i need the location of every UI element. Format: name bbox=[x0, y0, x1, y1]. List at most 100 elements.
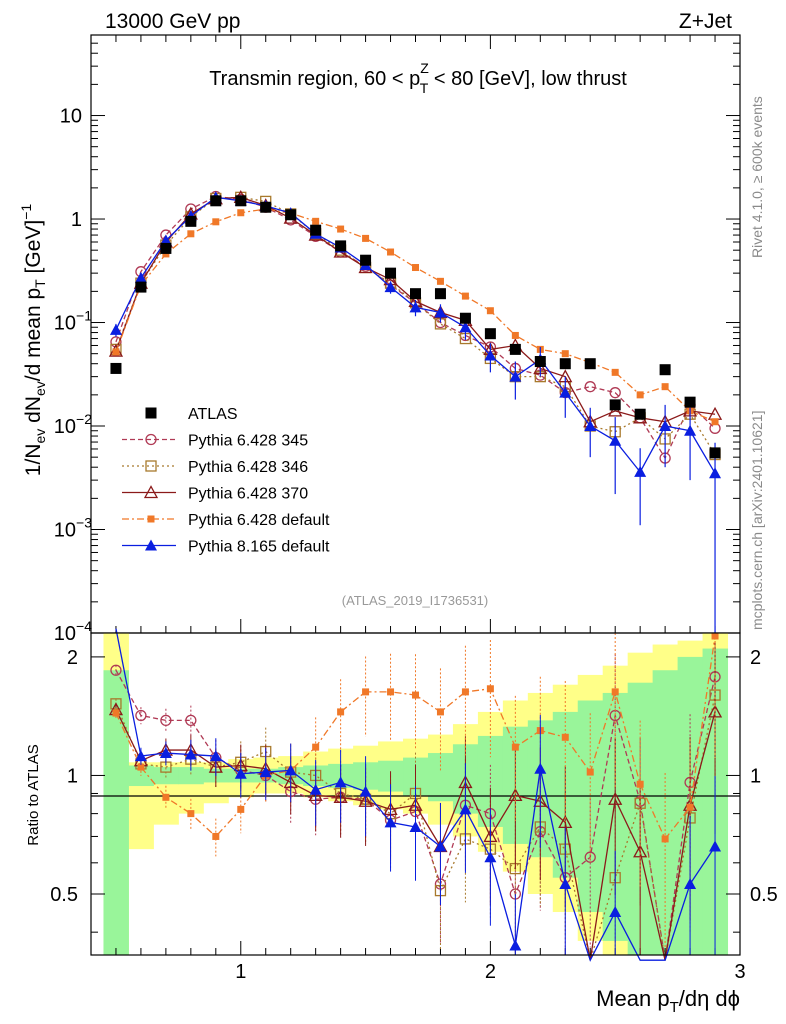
ratio-data-point bbox=[511, 743, 519, 751]
ratio-data-point bbox=[112, 709, 120, 717]
main-data-point bbox=[711, 418, 719, 426]
legend-marker bbox=[145, 539, 157, 551]
main-data-point bbox=[112, 348, 120, 356]
main-data-point bbox=[360, 254, 372, 266]
main-data-point bbox=[609, 434, 622, 446]
main-data-point bbox=[659, 420, 672, 432]
main-data-point bbox=[509, 343, 521, 355]
legend-label: Pythia 6.428 default bbox=[188, 512, 330, 529]
main-data-point bbox=[436, 277, 444, 285]
header-collision-label: 13000 GeV pp bbox=[105, 10, 240, 33]
ratio-data-point bbox=[110, 664, 122, 676]
ratio-data-point bbox=[160, 714, 172, 727]
ratio-y-tick-label: 2 bbox=[67, 647, 78, 669]
ratio-data-point bbox=[608, 791, 623, 805]
main-series-atlas bbox=[110, 195, 721, 459]
ratio-y-tick-label-right: 2 bbox=[750, 647, 761, 669]
main-data-point bbox=[661, 383, 669, 391]
main-data-point bbox=[187, 230, 195, 238]
legend-label: Pythia 6.428 345 bbox=[188, 433, 308, 450]
side-mcplots-label: mcplots.cern.ch [arXiv:2401.10621] bbox=[749, 411, 765, 630]
main-data-point bbox=[385, 267, 397, 279]
ratio-data-point bbox=[586, 768, 594, 776]
main-data-point bbox=[511, 331, 519, 339]
main-data-point bbox=[659, 364, 671, 376]
legend-marker bbox=[147, 515, 155, 523]
ratio-data-point bbox=[137, 763, 145, 771]
main-data-point bbox=[412, 264, 419, 272]
ratio-data-point bbox=[709, 840, 722, 852]
ratio-data-point bbox=[558, 815, 573, 829]
main-data-point bbox=[335, 240, 347, 252]
ratio-y-tick-label: 0.5 bbox=[50, 884, 78, 906]
ratio-data-point bbox=[334, 776, 347, 788]
ratio-data-point bbox=[337, 708, 345, 716]
main-data-point bbox=[312, 217, 320, 225]
main-data-point bbox=[235, 195, 247, 207]
side-rivet-label: Rivet 4.1.0, ≥ 600k events bbox=[749, 96, 765, 258]
main-data-point bbox=[434, 288, 446, 300]
legend-item: Pythia 6.428 345 bbox=[122, 433, 308, 450]
main-data-point bbox=[162, 250, 170, 258]
ratio-y-tick-label: 1 bbox=[67, 765, 78, 787]
main-data-point bbox=[584, 381, 596, 393]
ratio-tick-labels: 0.5 0.5 1 1 2 2 1 2 3 bbox=[50, 647, 778, 983]
main-data-point bbox=[409, 301, 422, 313]
ratio-data-point bbox=[359, 785, 372, 797]
legend-item: Pythia 8.165 default bbox=[122, 539, 330, 556]
ratio-panel-series bbox=[108, 628, 723, 963]
ratio-data-point bbox=[561, 733, 569, 741]
main-data-point bbox=[634, 408, 646, 420]
main-data-point bbox=[486, 307, 494, 315]
legend-item: Pythia 6.428 default bbox=[122, 512, 330, 529]
main-data-point bbox=[362, 234, 370, 242]
ratio-data-point bbox=[162, 793, 170, 801]
main-data-point bbox=[559, 386, 572, 398]
legend-marker bbox=[145, 407, 157, 419]
ratio-data-point bbox=[534, 762, 547, 774]
ratio-data-point bbox=[661, 835, 669, 843]
ratio-data-point bbox=[187, 810, 195, 818]
main-data-point bbox=[534, 356, 546, 368]
main-data-point bbox=[459, 321, 472, 333]
ratio-data-point bbox=[636, 780, 644, 788]
ratio-data-point bbox=[209, 750, 222, 762]
main-data-point bbox=[561, 350, 569, 358]
main-data-point bbox=[709, 467, 722, 479]
main-data-point bbox=[584, 358, 596, 370]
ratio-panel-frame bbox=[90, 632, 741, 956]
x-tick-label: 3 bbox=[734, 961, 745, 983]
main-data-point bbox=[459, 312, 471, 324]
legend-label: Pythia 8.165 default bbox=[188, 539, 330, 556]
ratio-data-point bbox=[707, 704, 723, 718]
ratio-data-point bbox=[412, 691, 419, 699]
legend-label: Pythia 6.428 370 bbox=[188, 486, 308, 503]
main-data-point bbox=[110, 362, 122, 374]
main-data-point bbox=[609, 399, 621, 411]
ratio-data-point bbox=[509, 939, 522, 951]
ratio-data-point bbox=[312, 743, 320, 751]
ratio-data-point bbox=[436, 708, 444, 716]
main-data-point bbox=[110, 336, 122, 348]
legend-marker bbox=[143, 485, 159, 499]
ratio-data-point bbox=[134, 750, 147, 762]
ratio-panel-ticks bbox=[91, 656, 741, 955]
main-data-point bbox=[636, 391, 644, 399]
main-data-point bbox=[484, 328, 496, 340]
main-y-axis-label: 1/Nev dNev/d mean pT [GeV]−1 bbox=[18, 204, 48, 477]
ratio-data-point bbox=[461, 688, 469, 696]
ratio-data-point bbox=[387, 688, 395, 696]
main-y-tick-label: 10−3 bbox=[54, 515, 92, 542]
main-data-point bbox=[634, 465, 647, 477]
main-y-tick-label: 10 bbox=[60, 106, 82, 128]
ratio-data-point bbox=[135, 709, 147, 722]
ratio-data-point bbox=[259, 766, 272, 778]
main-title: Transmin region, 60 < pZ T < 80 [GeV], lo… bbox=[209, 60, 627, 96]
legend-marker bbox=[145, 460, 157, 472]
ratio-data-point bbox=[184, 748, 197, 760]
main-data-point bbox=[684, 424, 697, 436]
main-y-tick-label: 10−4 bbox=[54, 618, 92, 645]
ratio-data-point bbox=[384, 816, 397, 828]
main-data-point bbox=[185, 215, 197, 227]
analysis-id-label: (ATLAS_2019_I1736531) bbox=[342, 593, 488, 608]
